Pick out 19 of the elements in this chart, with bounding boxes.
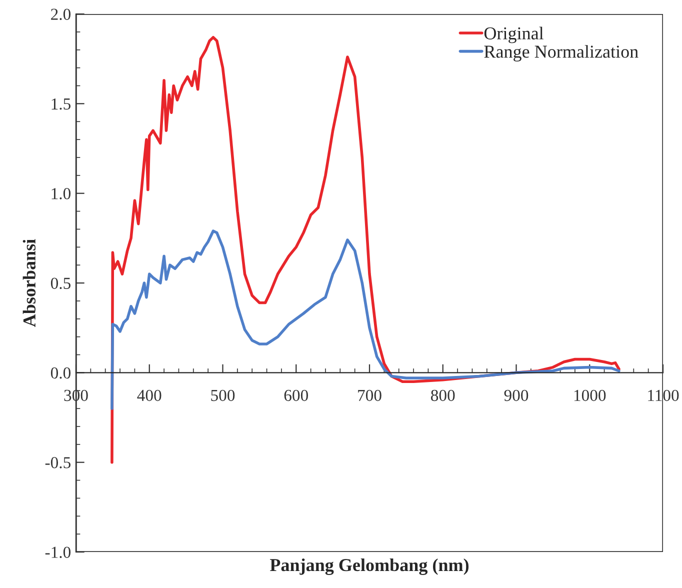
y-tick-label: 0.0 <box>50 367 71 379</box>
y-tick-label: -0.5 <box>45 457 70 468</box>
y-axis-title: Absorbansi <box>22 239 36 327</box>
y-tick-label: -1.0 <box>45 546 71 558</box>
x-axis-title: Panjang Gelombang (nm) <box>270 558 469 575</box>
y-tick-label: 1.0 <box>52 188 71 200</box>
legend-label: Range Normalization <box>484 45 638 62</box>
y-tick-label: 1.5 <box>52 98 70 110</box>
y-tick-label: 2.0 <box>51 8 71 20</box>
y-tick-label: 0.5 <box>50 278 70 290</box>
x-tick-label: 700 <box>358 390 382 402</box>
x-tick-label: 800 <box>431 390 455 402</box>
x-tick-label: 500 <box>211 390 235 402</box>
x-tick-label: 900 <box>504 390 528 402</box>
legend-label: Original <box>484 26 544 44</box>
x-tick-label: 1000 <box>574 390 606 402</box>
line-series <box>110 230 620 410</box>
x-tick-label: 600 <box>284 390 308 402</box>
x-tick-label: 400 <box>137 390 162 402</box>
